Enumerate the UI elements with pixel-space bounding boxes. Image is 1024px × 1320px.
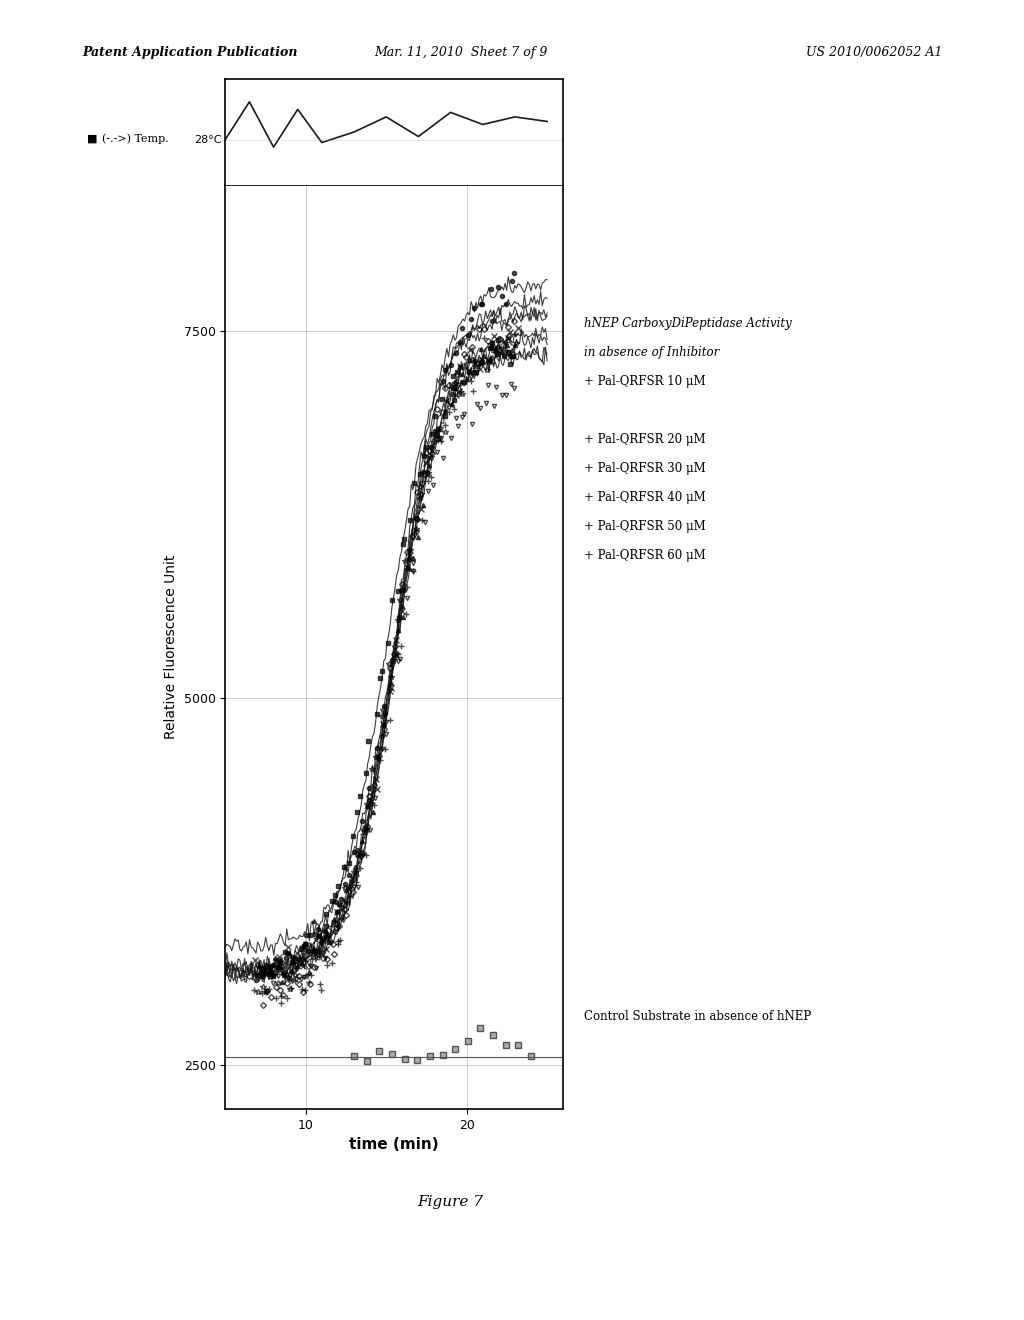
Text: + Pal-QRFSR 50 μM: + Pal-QRFSR 50 μM — [584, 520, 706, 533]
Text: + Pal-QRFSR 20 μM: + Pal-QRFSR 20 μM — [584, 433, 706, 446]
Text: Figure 7: Figure 7 — [418, 1195, 483, 1209]
Text: in absence of Inhibitor: in absence of Inhibitor — [584, 346, 719, 359]
Text: US 2010/0062052 A1: US 2010/0062052 A1 — [806, 46, 942, 59]
Text: hNEP CarboxyDiPeptidase Activity: hNEP CarboxyDiPeptidase Activity — [584, 317, 792, 330]
Text: + Pal-QRFSR 10 μM: + Pal-QRFSR 10 μM — [584, 375, 706, 388]
Text: ■: ■ — [87, 133, 97, 144]
Y-axis label: Relative Fluorescence Unit: Relative Fluorescence Unit — [164, 554, 178, 739]
Text: + Pal-QRFSR 60 μM: + Pal-QRFSR 60 μM — [584, 549, 706, 562]
Text: Control Substrate in absence of hNEP: Control Substrate in absence of hNEP — [584, 1010, 811, 1023]
Text: + Pal-QRFSR 40 μM: + Pal-QRFSR 40 μM — [584, 491, 706, 504]
Text: Patent Application Publication: Patent Application Publication — [82, 46, 297, 59]
Text: + Pal-QRFSR 30 μM: + Pal-QRFSR 30 μM — [584, 462, 706, 475]
Text: 28°C: 28°C — [195, 135, 222, 145]
Text: (-.->) Temp.: (-.->) Temp. — [102, 133, 169, 144]
Text: Mar. 11, 2010  Sheet 7 of 9: Mar. 11, 2010 Sheet 7 of 9 — [374, 46, 548, 59]
X-axis label: time (min): time (min) — [349, 1137, 439, 1152]
